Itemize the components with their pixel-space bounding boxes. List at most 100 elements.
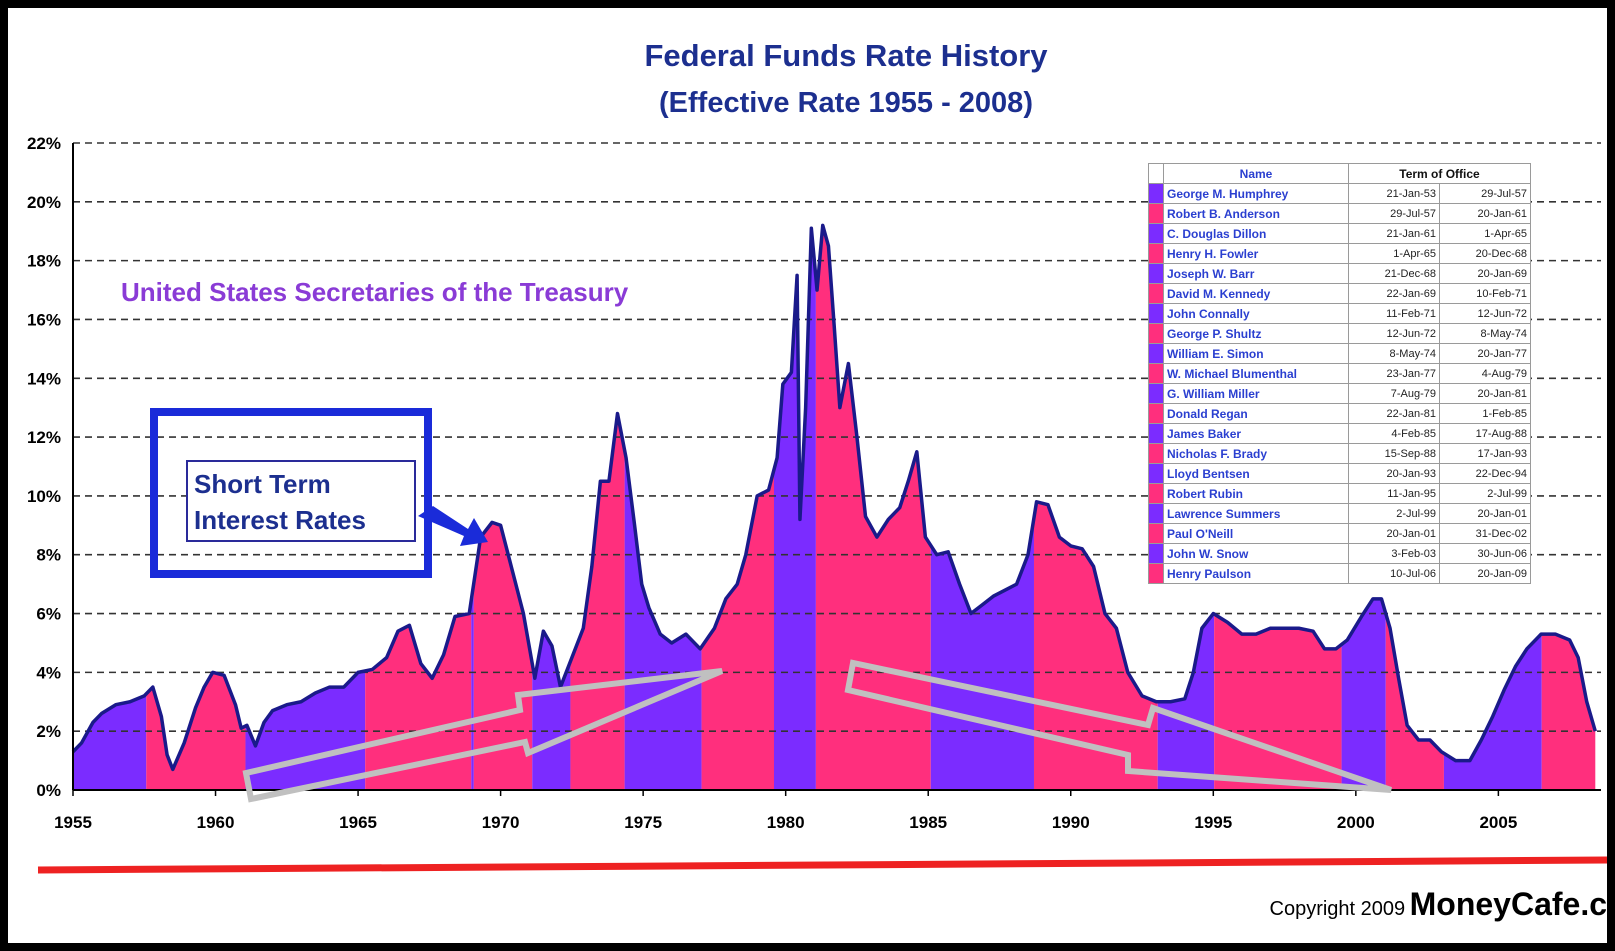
secretary-name: Henry Paulson: [1163, 563, 1349, 584]
term-end: 20-Jan-61: [1439, 203, 1531, 224]
red-baseline: [37, 856, 1607, 874]
term-start: 20-Jan-93: [1348, 463, 1440, 484]
color-swatch: [1148, 443, 1164, 464]
term-start: 22-Jan-69: [1348, 283, 1440, 304]
callout-pointer-arrow: [418, 506, 488, 546]
x-tick-label: 2000: [1337, 813, 1375, 832]
term-end: 20-Jan-09: [1439, 563, 1531, 584]
term-end: 22-Dec-94: [1439, 463, 1531, 484]
x-tick-label: 2005: [1479, 813, 1517, 832]
swatch-header: [1148, 163, 1164, 184]
term-start: 22-Jan-81: [1348, 403, 1440, 424]
color-swatch: [1148, 343, 1164, 364]
color-swatch: [1148, 503, 1164, 524]
term-end: 31-Dec-02: [1439, 523, 1531, 544]
table-row: George M. Humphrey 21-Jan-53 29-Jul-57: [1148, 183, 1531, 204]
term-start: 21-Jan-61: [1348, 223, 1440, 244]
table-row: Henry Paulson 10-Jul-06 20-Jan-09: [1148, 563, 1531, 584]
x-tick-label: 1995: [1194, 813, 1232, 832]
chart-title: Federal Funds Rate History: [644, 38, 1048, 73]
color-swatch: [1148, 183, 1164, 204]
axes: [72, 143, 1601, 791]
secretary-name: Robert B. Anderson: [1163, 203, 1349, 224]
secretary-name: Donald Regan: [1163, 403, 1349, 424]
secretary-name: Robert Rubin: [1163, 483, 1349, 504]
color-swatch: [1148, 423, 1164, 444]
x-tick-label: 1965: [339, 813, 377, 832]
term-end: 2-Jul-99: [1439, 483, 1531, 504]
table-row: Lawrence Summers 2-Jul-99 20-Jan-01: [1148, 503, 1531, 524]
x-tick-label: 1985: [909, 813, 947, 832]
table-row: John Connally 11-Feb-71 12-Jun-72: [1148, 303, 1531, 324]
y-tick-labels: 0% 2% 4% 6% 8% 10% 12% 14% 16% 18% 20% 22%: [27, 134, 61, 800]
table-row: George P. Shultz 12-Jun-72 8-May-74: [1148, 323, 1531, 344]
rate-line: [71, 223, 1597, 772]
term-start: 2-Jul-99: [1348, 503, 1440, 524]
copyright-footer: Copyright 2009 MoneyCafe.c: [1270, 886, 1608, 923]
secretary-name: Henry H. Fowler: [1163, 243, 1349, 264]
term-end: 17-Jan-93: [1439, 443, 1531, 464]
callout-box: [150, 408, 432, 578]
trend-arrow-down: [844, 659, 1392, 793]
term-end: 29-Jul-57: [1439, 183, 1531, 204]
secretary-band: [701, 225, 774, 790]
term-start: 23-Jan-77: [1348, 363, 1440, 384]
term-start: 8-May-74: [1348, 343, 1440, 364]
secretary-name: Joseph W. Barr: [1163, 263, 1349, 284]
table-row: Donald Regan 22-Jan-81 1-Feb-85: [1148, 403, 1531, 424]
table-row: John W. Snow 3-Feb-03 30-Jun-06: [1148, 543, 1531, 564]
x-tick-label: 1990: [1052, 813, 1090, 832]
secretaries-table-body: George M. Humphrey 21-Jan-53 29-Jul-57 Robe…: [1148, 183, 1531, 584]
color-swatch: [1148, 323, 1164, 344]
secretary-name: Lawrence Summers: [1163, 503, 1349, 524]
term-end: 1-Apr-65: [1439, 223, 1531, 244]
table-row: David M. Kennedy 22-Jan-69 10-Feb-71: [1148, 283, 1531, 304]
table-row: James Baker 4-Feb-85 17-Aug-88: [1148, 423, 1531, 444]
table-row: Paul O'Neill 20-Jan-01 31-Dec-02: [1148, 523, 1531, 544]
y-tick-label: 22%: [27, 134, 61, 153]
term-start: 10-Jul-06: [1348, 563, 1440, 584]
secretary-name: C. Douglas Dillon: [1163, 223, 1349, 244]
secretary-name: James Baker: [1163, 423, 1349, 444]
table-row: William E. Simon 8-May-74 20-Jan-77: [1148, 343, 1531, 364]
term-column-header: Term of Office: [1348, 163, 1531, 184]
y-tick-label: 18%: [27, 252, 61, 271]
color-swatch: [1148, 303, 1164, 324]
table-row: Robert B. Anderson 29-Jul-57 20-Jan-61: [1148, 203, 1531, 224]
term-start: 21-Jan-53: [1348, 183, 1440, 204]
x-tick-label: 1960: [197, 813, 235, 832]
term-end: 20-Jan-01: [1439, 503, 1531, 524]
brand-logo-text: MoneyCafe.c: [1409, 886, 1607, 922]
y-tick-label: 14%: [27, 369, 61, 388]
term-start: 1-Apr-65: [1348, 243, 1440, 264]
table-row: Nicholas F. Brady 15-Sep-88 17-Jan-93: [1148, 443, 1531, 464]
secretaries-annotation: United States Secretaries of the Treasur…: [121, 277, 629, 307]
secretary-name: John W. Snow: [1163, 543, 1349, 564]
term-start: 15-Sep-88: [1348, 443, 1440, 464]
secretary-band: [471, 225, 474, 790]
secretary-band: [570, 225, 625, 790]
color-swatch: [1148, 483, 1164, 504]
color-swatch: [1148, 363, 1164, 384]
table-row: Lloyd Bentsen 20-Jan-93 22-Dec-94: [1148, 463, 1531, 484]
y-tick-label: 8%: [36, 546, 61, 565]
color-swatch: [1148, 403, 1164, 424]
secretary-name: Lloyd Bentsen: [1163, 463, 1349, 484]
term-start: 4-Feb-85: [1348, 423, 1440, 444]
color-swatch: [1148, 543, 1164, 564]
term-end: 10-Feb-71: [1439, 283, 1531, 304]
term-start: 7-Aug-79: [1348, 383, 1440, 404]
table-row: G. William Miller 7-Aug-79 20-Jan-81: [1148, 383, 1531, 404]
chart-frame: Federal Funds Rate History (Effective Ra…: [8, 8, 1607, 943]
term-end: 20-Jan-69: [1439, 263, 1531, 284]
copyright-text: Copyright 2009: [1269, 898, 1406, 920]
x-tick-labels: 1955 1960 1965 1970 1975 1980 1985 1990 1995 2000…: [54, 790, 1517, 832]
color-swatch: [1148, 243, 1164, 264]
callout-line-1: Short Term: [194, 469, 331, 499]
y-tick-label: 2%: [36, 722, 61, 741]
secretaries-table: Name Term of Office George M. Humphrey 21…: [1148, 163, 1531, 584]
x-tick-label: 1975: [624, 813, 662, 832]
secretary-name: David M. Kennedy: [1163, 283, 1349, 304]
secretary-name: George P. Shultz: [1163, 323, 1349, 344]
term-start: 3-Feb-03: [1348, 543, 1440, 564]
